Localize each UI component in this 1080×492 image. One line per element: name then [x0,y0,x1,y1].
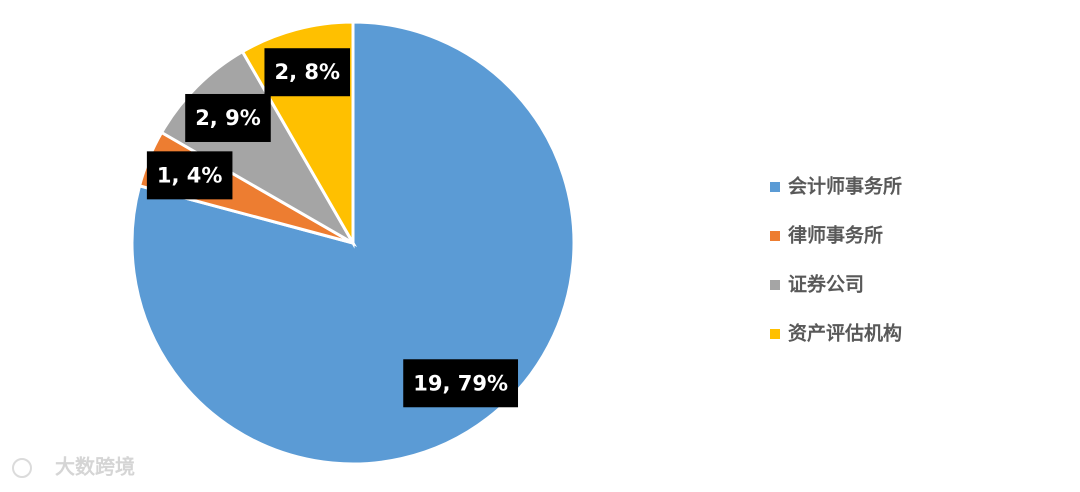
data-label-bg [403,359,519,408]
data-label: 2, 9% [185,93,271,142]
legend-marker [770,182,780,192]
data-label-bg [264,48,351,97]
data-label-text: 1, 4% [157,163,223,187]
data-label: 2, 8% [264,48,351,97]
legend-label: 资产评估机构 [788,322,902,345]
data-label-text: 19, 79% [413,371,508,395]
watermark-text: 大数跨境 [55,455,135,479]
watermark-logo [12,458,32,478]
legend-label: 证券公司 [788,273,864,296]
legend-marker [770,329,780,339]
data-label: 19, 79% [403,359,519,408]
legend-label: 会计师事务所 [788,175,902,198]
data-label: 1, 4% [146,151,233,200]
legend-marker [770,280,780,290]
legend-marker [770,231,780,241]
legend-label: 律师事务所 [787,224,883,247]
data-label-text: 2, 8% [274,60,340,84]
watermark: 大数跨境 [12,455,135,479]
data-label-bg [185,93,271,142]
data-label-bg [146,151,233,200]
data-label-text: 2, 9% [195,106,261,130]
